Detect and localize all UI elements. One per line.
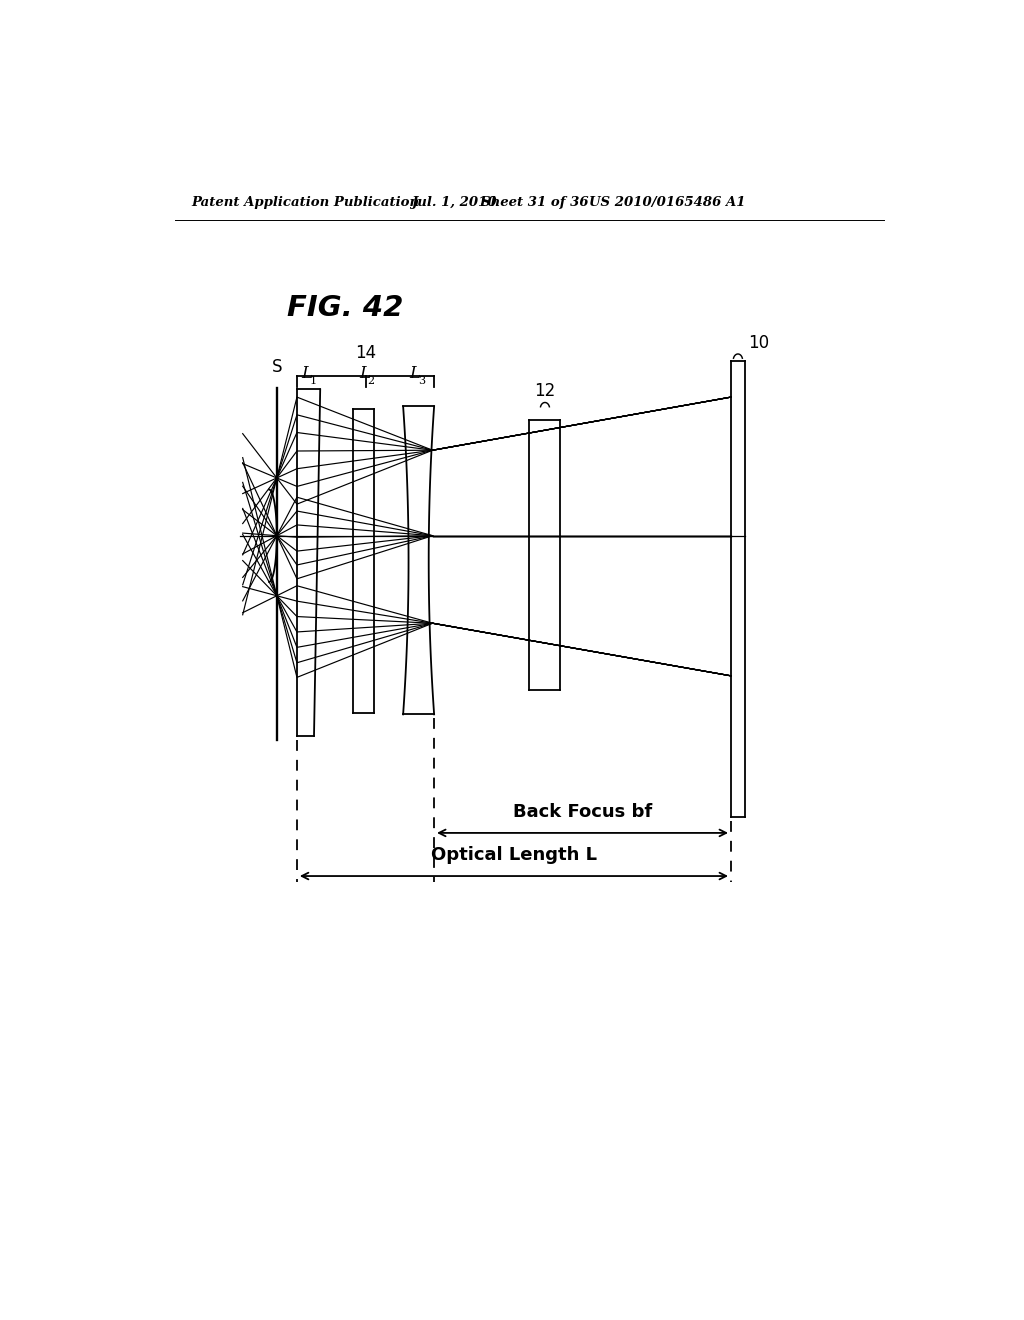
- Text: Patent Application Publication: Patent Application Publication: [191, 197, 420, 209]
- Text: L: L: [302, 366, 312, 383]
- Text: 14: 14: [355, 345, 376, 363]
- Text: US 2010/0165486 A1: US 2010/0165486 A1: [589, 197, 745, 209]
- Text: 1: 1: [310, 376, 317, 387]
- Text: L: L: [359, 366, 370, 383]
- Text: 10: 10: [748, 334, 769, 352]
- Text: FIG. 42: FIG. 42: [287, 294, 403, 322]
- Text: L: L: [410, 366, 420, 383]
- Text: Sheet 31 of 36: Sheet 31 of 36: [480, 197, 588, 209]
- Text: S: S: [271, 358, 282, 376]
- Text: 2: 2: [368, 376, 375, 387]
- Text: 12: 12: [535, 383, 556, 400]
- Text: Back Focus bf: Back Focus bf: [513, 803, 652, 821]
- Text: 3: 3: [418, 376, 425, 387]
- Text: Optical Length L: Optical Length L: [431, 846, 597, 863]
- Text: Jul. 1, 2010: Jul. 1, 2010: [411, 197, 497, 209]
